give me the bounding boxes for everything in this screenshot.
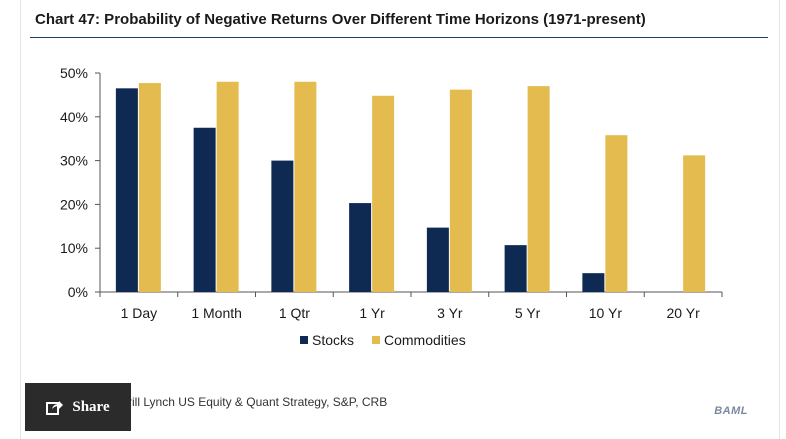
share-icon <box>46 399 64 415</box>
x-tick-label: 1 Qtr <box>279 305 310 321</box>
bar-commodities <box>449 89 472 292</box>
share-button[interactable]: Share <box>25 383 131 431</box>
bar-stocks <box>504 245 527 292</box>
legend-label-stocks: Stocks <box>312 332 354 348</box>
x-tick-label: 20 Yr <box>667 305 701 321</box>
chart-title: Chart 47: Probability of Negative Return… <box>35 11 646 28</box>
bars <box>115 81 706 292</box>
bar-commodities <box>605 135 628 292</box>
share-label: Share <box>72 398 110 415</box>
legend: Stocks Commodities <box>300 332 466 348</box>
bar-stocks <box>115 88 138 292</box>
y-tick-label: 10% <box>60 240 88 256</box>
bar-commodities <box>216 81 239 292</box>
y-tick-label: 50% <box>60 65 88 81</box>
x-axis: 1 Day 1 Month 1 Qtr 1 Yr 3 Yr 5 Yr 10 Yr 20 Yr <box>99 291 723 321</box>
x-tick-label: 10 Yr <box>589 305 623 321</box>
bar-commodities <box>683 155 706 292</box>
bar-stocks <box>582 273 605 292</box>
x-tick-label: 1 Day <box>121 305 158 321</box>
title-divider <box>30 37 768 38</box>
bar-commodities <box>527 86 550 292</box>
legend-swatch-stocks <box>300 336 308 344</box>
chart-frame <box>20 0 780 439</box>
y-tick-label: 20% <box>60 196 88 212</box>
y-tick-label: 40% <box>60 109 88 125</box>
y-tick-label: 30% <box>60 153 88 169</box>
bar-commodities <box>372 95 395 292</box>
x-tick-label: 1 Yr <box>359 305 385 321</box>
bar-stocks <box>193 127 216 292</box>
y-axis: 0% 10% 20% 30% 40% 50% <box>60 65 101 300</box>
bar-commodities <box>294 81 317 292</box>
y-tick-label: 0% <box>68 284 88 300</box>
legend-label-commodities: Commodities <box>384 332 466 348</box>
x-tick-label: 1 Month <box>191 305 242 321</box>
x-tick-label: 5 Yr <box>515 305 541 321</box>
legend-swatch-commodities <box>372 336 380 344</box>
bar-stocks <box>426 227 449 292</box>
source-note: rill Lynch US Equity & Quant Strategy, S… <box>128 395 388 409</box>
bar-commodities <box>138 83 161 292</box>
bar-stocks <box>271 160 294 292</box>
brand-logo: BAML <box>714 405 748 417</box>
bar-stocks <box>349 203 372 292</box>
x-tick-label: 3 Yr <box>437 305 463 321</box>
